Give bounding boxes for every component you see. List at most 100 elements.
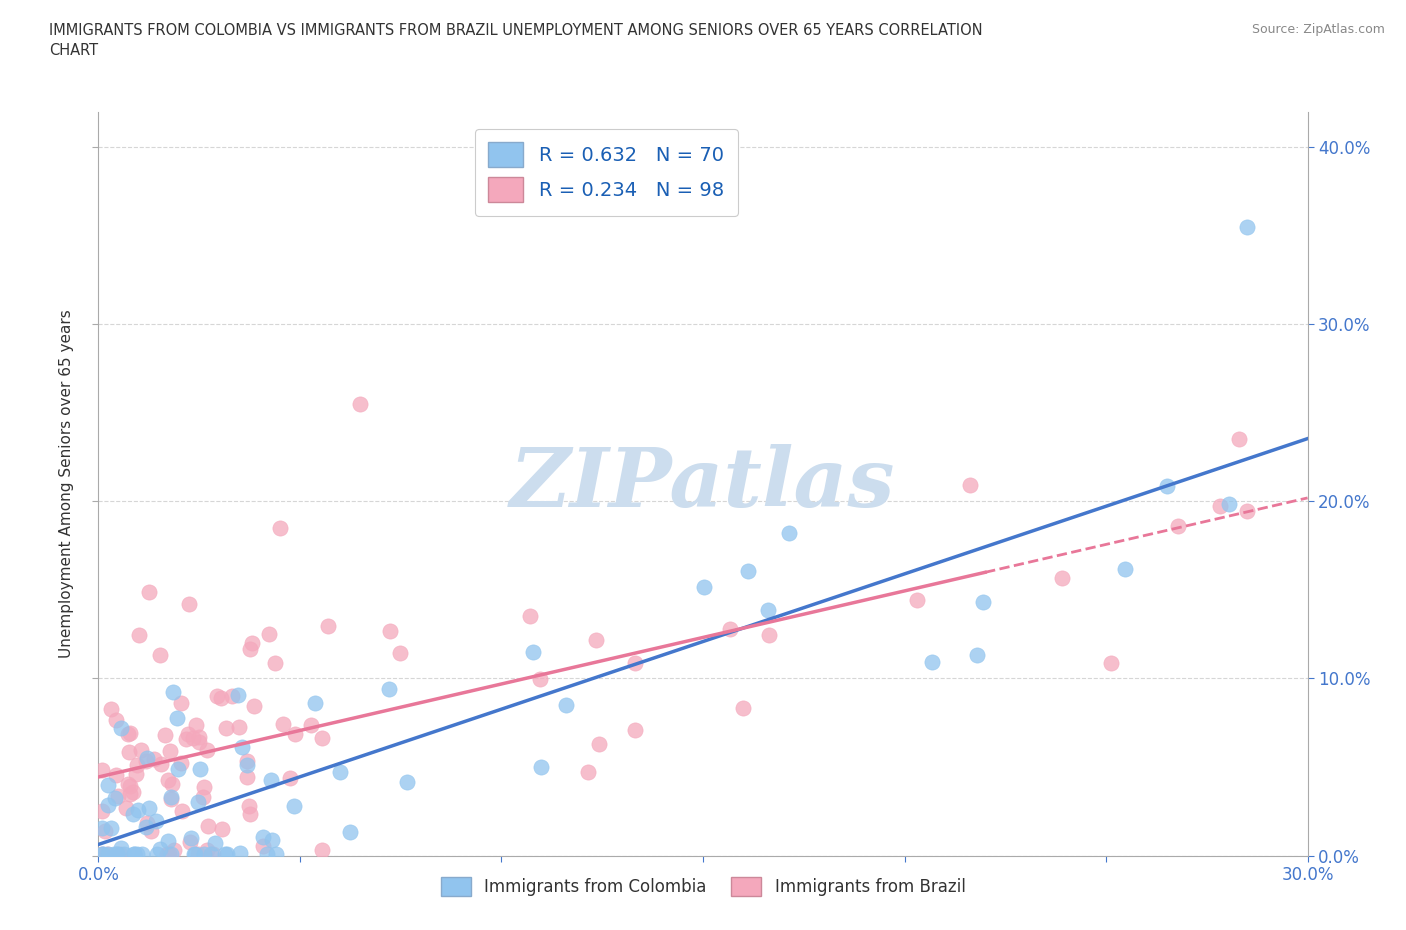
Point bbox=[229, 845, 252, 860]
Point bbox=[153, 728, 176, 743]
Point bbox=[1167, 519, 1189, 534]
Point bbox=[1114, 562, 1136, 577]
Point bbox=[209, 691, 232, 706]
Point bbox=[243, 699, 266, 714]
Point bbox=[283, 799, 305, 814]
Point bbox=[97, 846, 120, 861]
Point bbox=[554, 698, 576, 712]
Point bbox=[522, 644, 544, 659]
Point bbox=[104, 712, 127, 727]
Point bbox=[252, 830, 274, 844]
Point bbox=[1218, 496, 1240, 511]
Point bbox=[193, 790, 215, 804]
Point bbox=[1099, 656, 1122, 671]
Point bbox=[737, 564, 759, 578]
Point bbox=[195, 843, 218, 857]
Point bbox=[91, 821, 114, 836]
Point bbox=[177, 726, 200, 741]
Point bbox=[179, 835, 201, 850]
Point bbox=[1236, 504, 1258, 519]
Point bbox=[264, 846, 287, 861]
Point bbox=[91, 846, 114, 861]
Point bbox=[110, 721, 132, 736]
Point bbox=[585, 632, 607, 647]
Point bbox=[159, 743, 181, 758]
Point bbox=[187, 729, 209, 744]
Point bbox=[149, 757, 172, 772]
Y-axis label: Unemployment Among Seniors over 65 years: Unemployment Among Seniors over 65 years bbox=[59, 309, 75, 658]
Point bbox=[239, 642, 262, 657]
Point bbox=[519, 609, 541, 624]
Point bbox=[169, 696, 191, 711]
Point bbox=[118, 725, 141, 740]
Point bbox=[100, 701, 122, 716]
Point bbox=[176, 731, 198, 746]
Point bbox=[284, 726, 307, 741]
Point bbox=[1227, 432, 1250, 446]
Point bbox=[235, 770, 257, 785]
Point bbox=[134, 819, 156, 834]
Point bbox=[129, 742, 152, 757]
Point bbox=[202, 846, 225, 861]
Point bbox=[141, 823, 163, 838]
Point bbox=[269, 521, 291, 536]
Point bbox=[257, 627, 280, 642]
Point bbox=[136, 751, 159, 765]
Point bbox=[195, 742, 218, 757]
Point bbox=[226, 687, 249, 702]
Point bbox=[778, 525, 800, 540]
Point bbox=[96, 846, 118, 861]
Point bbox=[576, 764, 599, 779]
Point bbox=[157, 846, 180, 861]
Point bbox=[378, 682, 401, 697]
Point bbox=[180, 830, 202, 845]
Point bbox=[156, 846, 179, 861]
Point bbox=[138, 585, 160, 600]
Point bbox=[240, 636, 263, 651]
Point bbox=[1236, 219, 1258, 234]
Point bbox=[117, 726, 139, 741]
Point bbox=[624, 723, 647, 737]
Point bbox=[120, 778, 142, 793]
Point bbox=[204, 835, 226, 850]
Point bbox=[183, 846, 205, 861]
Point bbox=[118, 745, 141, 760]
Point bbox=[214, 846, 236, 861]
Point bbox=[299, 717, 322, 732]
Point bbox=[252, 838, 274, 853]
Point bbox=[329, 764, 352, 779]
Point bbox=[966, 647, 988, 662]
Point bbox=[720, 621, 742, 636]
Point bbox=[529, 671, 551, 686]
Point bbox=[177, 597, 200, 612]
Point bbox=[115, 801, 138, 816]
Point bbox=[104, 790, 127, 805]
Point bbox=[122, 806, 145, 821]
Point bbox=[118, 787, 141, 802]
Point bbox=[316, 618, 339, 633]
Point bbox=[278, 771, 301, 786]
Point bbox=[94, 824, 117, 839]
Point bbox=[108, 846, 131, 861]
Point bbox=[117, 777, 139, 791]
Point bbox=[972, 594, 994, 609]
Point bbox=[588, 737, 610, 751]
Point bbox=[181, 730, 204, 745]
Point bbox=[160, 791, 183, 806]
Point bbox=[103, 846, 125, 861]
Point bbox=[127, 803, 149, 817]
Point bbox=[215, 720, 238, 735]
Point bbox=[217, 846, 239, 861]
Point bbox=[145, 814, 167, 829]
Point bbox=[388, 645, 411, 660]
Point bbox=[959, 477, 981, 492]
Point bbox=[160, 790, 183, 804]
Point bbox=[311, 843, 333, 857]
Point bbox=[105, 846, 128, 861]
Point bbox=[124, 846, 146, 861]
Point bbox=[228, 720, 250, 735]
Point bbox=[122, 846, 145, 861]
Point bbox=[256, 846, 278, 861]
Point bbox=[169, 755, 191, 770]
Point bbox=[236, 753, 259, 768]
